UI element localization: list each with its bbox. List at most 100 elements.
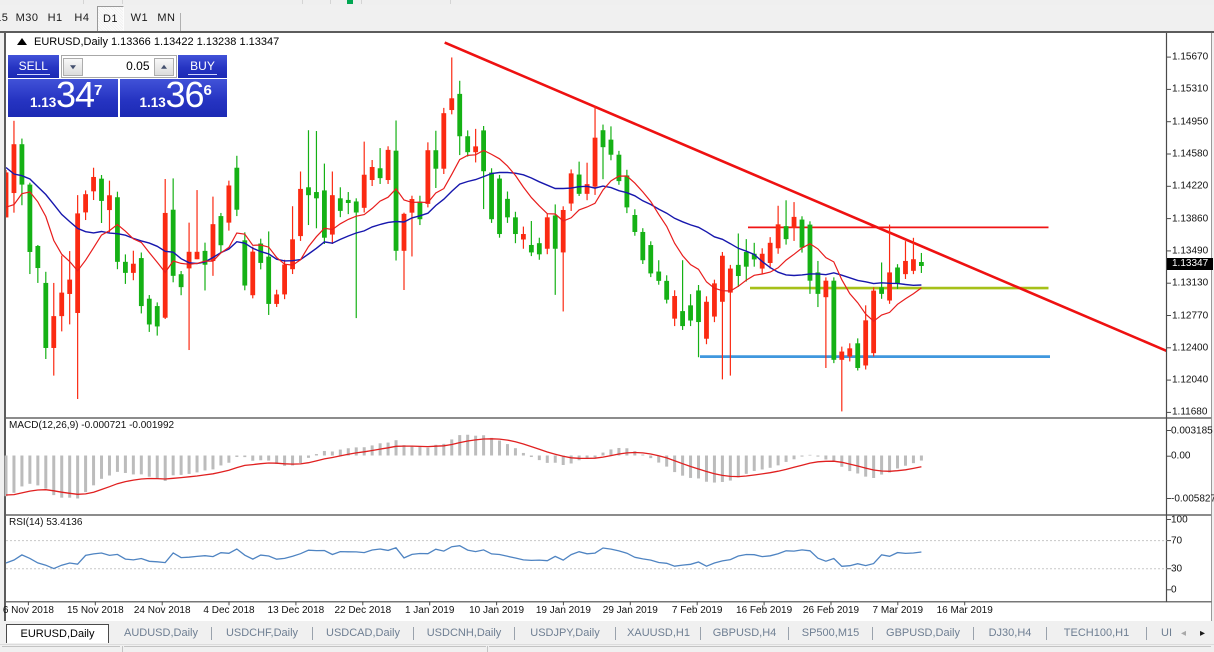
candle-body-up [656, 271, 662, 281]
candle-body-up [457, 93, 463, 137]
ma-fast-line [6, 149, 922, 322]
time-axis-label: 24 Nov 2018 [133, 605, 191, 616]
buy-button[interactable]: BUY [178, 55, 227, 78]
candle-body-down [767, 242, 773, 264]
tabs-scroll-left-icon[interactable]: ◂ [1181, 628, 1187, 639]
candle-body-down [385, 149, 391, 181]
rsi-scale-label: 30 [1171, 563, 1183, 575]
collapse-triangle-icon[interactable] [17, 38, 27, 45]
tab-usdcad-daily[interactable]: USDCAD,Daily [326, 627, 400, 639]
tab-dj30-h4[interactable]: DJ30,H4 [988, 627, 1032, 639]
up-arrow-icon [161, 64, 167, 69]
candle-body-up [27, 184, 33, 252]
timeframe-h1-button[interactable]: H1 [47, 12, 63, 24]
candle-body-up [855, 343, 861, 368]
tab-ui[interactable]: UI [1161, 627, 1172, 639]
candle-body-down [727, 268, 733, 293]
rsi-scale-label: 0 [1171, 584, 1177, 596]
tab-gbpusd-daily[interactable]: GBPUSD,Daily [886, 627, 960, 639]
candle-body-down [544, 217, 550, 249]
chart-tab-bar: EURUSD,Daily AUDUSD,Daily USDCHF,Daily USD… [0, 624, 1214, 644]
candle-body-down [298, 188, 303, 237]
tab-gbpusd-h4[interactable]: GBPUSD,H4 [712, 627, 777, 639]
candle-body-down [369, 167, 375, 181]
candle-body-down [823, 280, 829, 298]
tab-tech100-h1[interactable]: TECH100,H1 [1063, 627, 1130, 639]
timeframe-m30-button[interactable]: M30 [15, 12, 39, 24]
buy-price-display[interactable]: 1.13 36 6 [119, 74, 227, 117]
candle-body-down [449, 98, 455, 111]
candle-body-up [489, 172, 494, 220]
candle-body-down [839, 351, 845, 360]
price-axis-label: 1.13860 [1172, 213, 1209, 225]
candle-body-up [783, 226, 789, 240]
candle-body-up [123, 261, 128, 273]
tab-usdjpy-daily[interactable]: USDJPY,Daily [530, 627, 600, 639]
candle-body-up [433, 150, 439, 169]
tab-separator [700, 627, 701, 640]
volume-increase-button[interactable] [154, 57, 174, 76]
timeframe-h4-button[interactable]: H4 [74, 12, 90, 24]
candle-body-down [863, 320, 869, 366]
candle-body-up [154, 306, 160, 327]
candle-body-up [680, 311, 685, 327]
toolbar-button-edge [361, 0, 362, 4]
volume-input[interactable]: 0.05 [126, 59, 150, 73]
candle-body-down [194, 251, 200, 260]
timeframe-mn-button[interactable]: MN [157, 12, 176, 24]
price-axis-label: 1.14580 [1172, 148, 1209, 160]
timeframe-d1-button[interactable]: D1 [97, 6, 124, 31]
chart-background[interactable] [6, 33, 1211, 621]
candle-body-down [290, 239, 295, 270]
candle-body-up [99, 178, 104, 201]
candle-body-up [345, 199, 351, 203]
tab-separator [211, 627, 212, 640]
tab-audusd-daily[interactable]: AUDUSD,Daily [124, 627, 198, 639]
tab-separator [514, 627, 515, 640]
candle-body-down [210, 224, 216, 262]
candle-body-up [815, 272, 821, 294]
candle-body-up [258, 243, 264, 263]
time-axis-label: 7 Feb 2019 [671, 605, 723, 616]
candle-body-down [6, 172, 9, 218]
candle-body-up [919, 262, 924, 266]
candle-body-up [417, 201, 423, 220]
candle-body-down [720, 255, 725, 302]
current-price-box: 1.13347 [1167, 257, 1213, 270]
candle-body-up [799, 219, 805, 248]
time-axis-label: 29 Jan 2019 [602, 605, 658, 616]
sell-price-display[interactable]: 1.13 34 7 [8, 74, 118, 117]
candle-body-down [186, 251, 192, 269]
time-axis-label: 19 Jan 2019 [535, 605, 591, 616]
candle-body-up [322, 190, 327, 238]
buy-price-prefix: 1.13 [139, 95, 166, 110]
price-axis-label: 1.14220 [1172, 180, 1209, 192]
tabs-scroll-right-icon[interactable]: ▸ [1200, 628, 1206, 639]
tab-xauusd-h1[interactable]: XAUUSD,H1 [627, 627, 690, 639]
timeframe-m15-button[interactable]: M15 [0, 12, 9, 24]
tab-usdchf-daily[interactable]: USDCHF,Daily [225, 627, 299, 639]
tab-usdcnh-daily[interactable]: USDCNH,Daily [426, 627, 502, 639]
window-top-border [0, 31, 1214, 33]
candle-body-up [43, 282, 49, 348]
tab-eurusd-daily-active[interactable]: EURUSD,Daily [6, 624, 109, 643]
candle-body-up [306, 187, 311, 196]
sell-button-label: SELL [16, 59, 50, 75]
candle-body-down [361, 174, 367, 208]
tab-separator [872, 627, 873, 640]
candle-body-down [282, 264, 287, 295]
volume-decrease-button[interactable] [63, 57, 83, 76]
price-axis-label: 1.13490 [1172, 245, 1209, 257]
time-axis-label: 15 Nov 2018 [66, 605, 124, 616]
trendline[interactable] [444, 41, 1168, 353]
sell-button[interactable]: SELL [8, 55, 59, 78]
sell-price-pip: 7 [94, 81, 103, 99]
tab-sp500-m15[interactable]: SP500,M15 [801, 627, 860, 639]
toolbar-button-edge [302, 0, 303, 4]
tab-separator [1146, 627, 1147, 640]
toolbar-button-edge [122, 0, 123, 4]
statusbar-groove [489, 646, 1211, 647]
timeframe-w1-button[interactable]: W1 [130, 12, 149, 24]
candle-body-up [648, 245, 654, 274]
